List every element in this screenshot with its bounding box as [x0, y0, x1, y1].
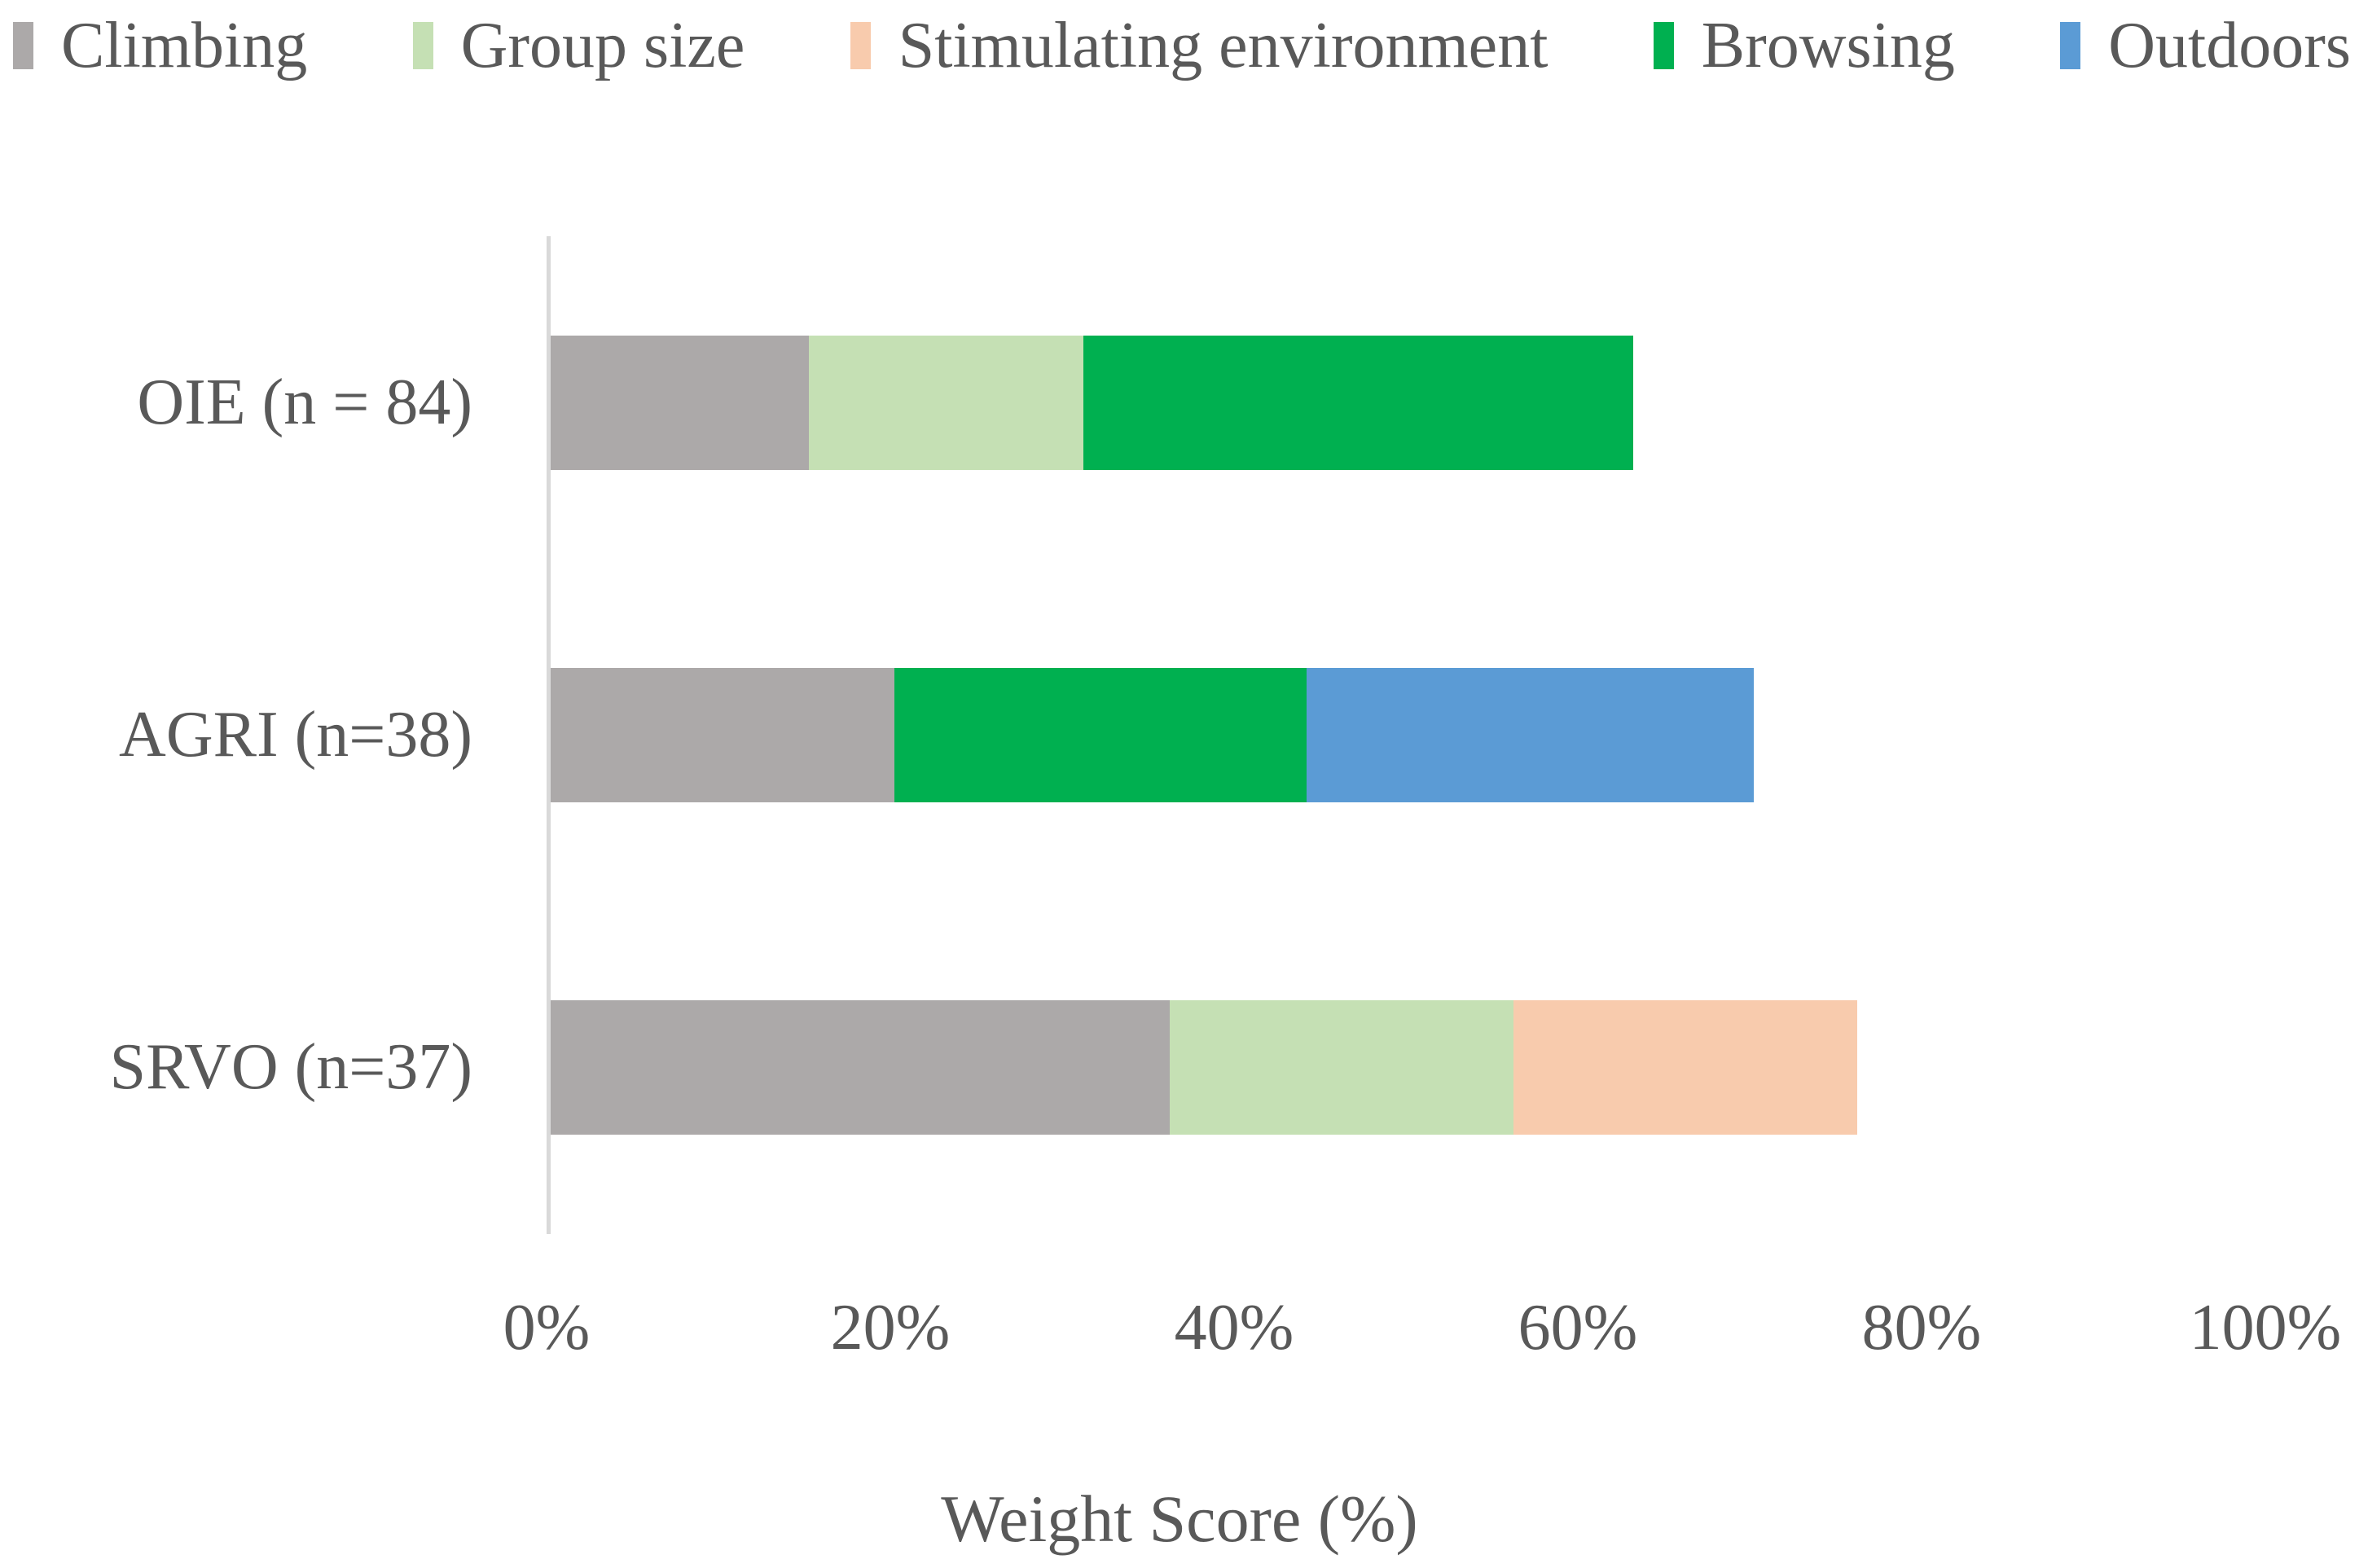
legend-swatch-browsing-icon — [1653, 22, 1674, 69]
legend-swatch-group-size-icon — [412, 22, 433, 69]
bar-oie — [551, 335, 2269, 470]
bar-agri — [551, 667, 2269, 802]
legend-swatch-stimulating-environment-icon — [850, 22, 871, 69]
x-tick-100: 100% — [2189, 1292, 2342, 1364]
category-label-oie: OIE (n = 84) — [137, 366, 472, 438]
legend-label-climbing: Climbing — [61, 10, 308, 81]
bar-row-oie — [551, 236, 2269, 569]
bar-segment-browsing — [894, 667, 1307, 802]
bar-segment-climbing — [551, 667, 894, 802]
legend-swatch-climbing-icon — [13, 22, 33, 69]
x-tick-0: 0% — [503, 1292, 591, 1364]
x-axis-ticks: 0% 20% 40% 60% 80% 100% — [503, 1291, 2342, 1381]
legend-item-climbing: Climbing — [13, 10, 307, 81]
legend: Climbing Group size Stimulating environm… — [13, 10, 2351, 81]
legend-label-stimulating-environment: Stimulating environment — [898, 10, 1549, 81]
bar-segment-outdoors — [1307, 667, 1754, 802]
bar-row-srvo — [551, 901, 2269, 1233]
legend-item-group-size: Group size — [412, 10, 745, 81]
x-tick-40: 40% — [1174, 1292, 1294, 1364]
legend-label-group-size: Group size — [460, 10, 745, 81]
x-tick-80: 80% — [1861, 1292, 1982, 1364]
category-label-srvo: SRVO (n=37) — [109, 1030, 472, 1103]
x-axis-title: Weight Score (%) — [941, 1482, 1418, 1556]
category-label-agri: AGRI (n=38) — [119, 698, 472, 771]
bar-segment-climbing — [551, 335, 809, 470]
y-axis-labels: OIE (n = 84) AGRI (n=38) SRVO (n=37) — [0, 236, 510, 1234]
bar-segment-group-size — [1169, 999, 1513, 1135]
bar-srvo — [551, 999, 2269, 1135]
bar-segment-climbing — [551, 999, 1170, 1135]
bar-segment-stimulating-environment — [1513, 999, 1857, 1135]
bar-row-agri — [551, 569, 2269, 901]
x-tick-20: 20% — [830, 1292, 951, 1364]
legend-label-browsing: Browsing — [1701, 10, 1955, 81]
x-tick-60: 60% — [1518, 1292, 1638, 1364]
bar-segment-group-size — [808, 335, 1084, 470]
plot-area — [547, 236, 2269, 1234]
legend-item-outdoors: Outdoors — [2060, 10, 2351, 81]
legend-item-stimulating-environment: Stimulating environment — [850, 10, 1549, 81]
bar-segment-browsing — [1083, 335, 1634, 470]
legend-item-browsing: Browsing — [1653, 10, 1955, 81]
legend-label-outdoors: Outdoors — [2108, 10, 2351, 81]
legend-swatch-outdoors-icon — [2060, 22, 2081, 69]
